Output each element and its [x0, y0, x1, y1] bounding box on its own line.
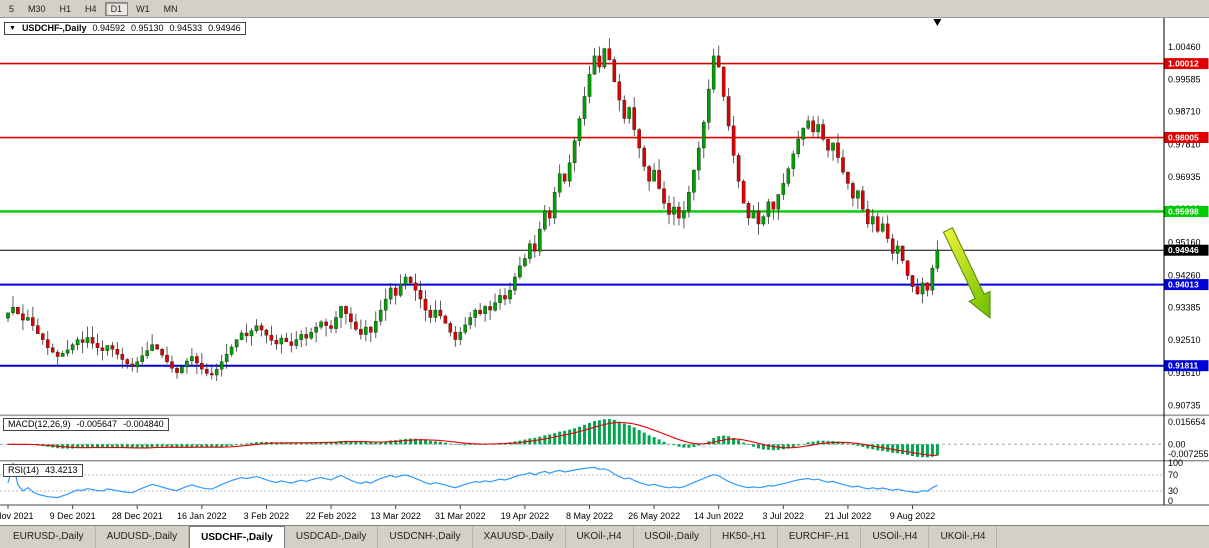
- macd-value-signal: -0.004840: [123, 419, 164, 429]
- price-line-badge[interactable]: [1164, 244, 1209, 256]
- svg-text:0.98710: 0.98710: [1168, 107, 1201, 117]
- ohlc-low: 0.94533: [169, 23, 203, 33]
- svg-text:0.92510: 0.92510: [1168, 335, 1201, 345]
- svg-text:13 Mar 2022: 13 Mar 2022: [370, 511, 421, 521]
- svg-text:21 Jul 2022: 21 Jul 2022: [825, 511, 872, 521]
- svg-text:0.96935: 0.96935: [1168, 172, 1201, 182]
- rsi-label: RSI(14): [8, 465, 40, 475]
- chart-tab-usdcad-daily[interactable]: USDCAD-,Daily: [285, 526, 379, 548]
- rsi-indicator-label: RSI(14) 43.4213: [3, 464, 83, 477]
- svg-text:70: 70: [1168, 470, 1178, 480]
- chart-tab-ukoil-h4[interactable]: UKOil-,H4: [566, 526, 634, 548]
- candlestick-series: [6, 38, 940, 381]
- down-trend-arrow[interactable]: [942, 227, 991, 320]
- svg-text:0.90735: 0.90735: [1168, 400, 1201, 410]
- svg-text:26 May 2022: 26 May 2022: [628, 511, 680, 521]
- svg-text:0.95998: 0.95998: [1168, 207, 1199, 217]
- price-line-badge[interactable]: [1164, 58, 1209, 70]
- timeframe-button-h4[interactable]: H4: [79, 1, 103, 16]
- timeframe-button-w1[interactable]: W1: [130, 1, 156, 16]
- svg-text:28 Dec 2021: 28 Dec 2021: [112, 511, 163, 521]
- svg-text:0.97810: 0.97810: [1168, 140, 1201, 150]
- current-bar-marker: [933, 19, 942, 26]
- ohlc-open: 0.94592: [92, 23, 125, 33]
- svg-text:0.95160: 0.95160: [1168, 237, 1201, 247]
- chart-tab-audusd-daily[interactable]: AUDUSD-,Daily: [96, 526, 190, 548]
- timeframe-toolbar: 5 M30 H1 H4 D1 W1 MN: [0, 0, 1209, 18]
- svg-text:30: 30: [1168, 486, 1178, 496]
- svg-text:31 Mar 2022: 31 Mar 2022: [435, 511, 486, 521]
- svg-text:9 Aug 2022: 9 Aug 2022: [890, 511, 936, 521]
- macd-label: MACD(12,26,9): [8, 419, 71, 429]
- svg-text:0.91811: 0.91811: [1168, 361, 1199, 371]
- timeframe-button-h1[interactable]: H1: [53, 1, 78, 16]
- timeframe-button-mn[interactable]: MN: [157, 1, 184, 16]
- svg-text:0.99585: 0.99585: [1168, 74, 1201, 84]
- macd-indicator-label: MACD(12,26,9) -0.005647 -0.004840: [3, 418, 169, 431]
- dropdown-arrow-icon[interactable]: ▼: [9, 25, 16, 32]
- chart-tab-hk50-h1[interactable]: HK50-,H1: [711, 526, 778, 548]
- timeframe-button-m30[interactable]: M30: [22, 1, 52, 16]
- svg-text:0.91610: 0.91610: [1168, 368, 1201, 378]
- svg-text:8 May 2022: 8 May 2022: [566, 511, 613, 521]
- horizontal-price-lines[interactable]: [0, 62, 1164, 367]
- timeframe-button-d1[interactable]: D1: [104, 1, 129, 16]
- chart-tab-eurusd-daily[interactable]: EURUSD-,Daily: [2, 526, 96, 548]
- time-scale[interactable]: 21 Nov 2021 9 Dec 2021 28 Dec 2021 16 Jan 2…: [0, 505, 935, 521]
- macd-signal-line: [8, 421, 938, 456]
- chart-title-box: ▼ USDCHF-,Daily 0.94592 0.95130 0.94533 …: [4, 22, 246, 35]
- ohlc-high: 0.95130: [131, 23, 164, 33]
- svg-text:1.00460: 1.00460: [1168, 42, 1201, 52]
- chart-tab-usdchf-daily[interactable]: USDCHF-,Daily: [189, 526, 285, 548]
- svg-text:0.93385: 0.93385: [1168, 303, 1201, 313]
- rsi-line: [7, 462, 938, 499]
- macd-value-main: -0.005647: [76, 419, 118, 429]
- chart-tab-usoil-h4[interactable]: USOil-,H4: [861, 526, 930, 548]
- svg-text:0.98005: 0.98005: [1168, 133, 1199, 143]
- chart-tab-xauusd-daily[interactable]: XAUUSD-,Daily: [473, 526, 566, 548]
- svg-text:1.00012: 1.00012: [1168, 59, 1199, 69]
- svg-text:3 Feb 2022: 3 Feb 2022: [244, 511, 290, 521]
- svg-text:14 Jun 2022: 14 Jun 2022: [694, 511, 744, 521]
- svg-text:0.94946: 0.94946: [1168, 245, 1199, 255]
- chart-tab-usdcnh-daily[interactable]: USDCNH-,Daily: [378, 526, 473, 548]
- svg-text:-0.007255: -0.007255: [1168, 449, 1209, 459]
- svg-text:0.00: 0.00: [1168, 439, 1186, 449]
- svg-text:19 Apr 2022: 19 Apr 2022: [501, 511, 550, 521]
- price-scale[interactable]: 1.004600.995850.987100.978100.969350.960…: [1164, 42, 1209, 410]
- svg-text:21 Nov 2021: 21 Nov 2021: [0, 511, 34, 521]
- ohlc-close: 0.94946: [208, 23, 241, 33]
- svg-text:100: 100: [1168, 458, 1183, 468]
- chart-tab-eurchf-h1[interactable]: EURCHF-,H1: [778, 526, 862, 548]
- price-line-badge[interactable]: [1164, 206, 1209, 217]
- svg-text:0: 0: [1168, 496, 1173, 506]
- svg-text:16 Jan 2022: 16 Jan 2022: [177, 511, 227, 521]
- rsi-value: 43.4213: [45, 465, 78, 475]
- chart-symbol-label: USDCHF-,Daily: [21, 23, 87, 33]
- timeframe-button-5[interactable]: 5: [3, 1, 21, 16]
- chart-area[interactable]: 1.004600.995850.987100.978100.969350.960…: [0, 18, 1209, 525]
- price-line-badge[interactable]: [1164, 132, 1209, 143]
- svg-text:0.015654: 0.015654: [1168, 417, 1206, 427]
- chart-tab-usoil-daily[interactable]: USOil-,Daily: [634, 526, 711, 548]
- chart-tab-bar: EURUSD-,Daily AUDUSD-,Daily USDCHF-,Daily U…: [0, 525, 1209, 548]
- svg-text:3 Jul 2022: 3 Jul 2022: [763, 511, 805, 521]
- svg-text:9 Dec 2021: 9 Dec 2021: [50, 511, 96, 521]
- chart-tab-ukoil-h4[interactable]: UKOil-,H4: [929, 526, 998, 548]
- svg-text:0.94013: 0.94013: [1168, 280, 1199, 290]
- price-line-badge[interactable]: [1164, 279, 1209, 291]
- svg-text:0.94260: 0.94260: [1168, 271, 1201, 281]
- price-line-badge[interactable]: [1164, 360, 1209, 372]
- chart-canvas[interactable]: 1.004600.995850.987100.978100.969350.960…: [0, 18, 1209, 525]
- svg-text:22 Feb 2022: 22 Feb 2022: [306, 511, 357, 521]
